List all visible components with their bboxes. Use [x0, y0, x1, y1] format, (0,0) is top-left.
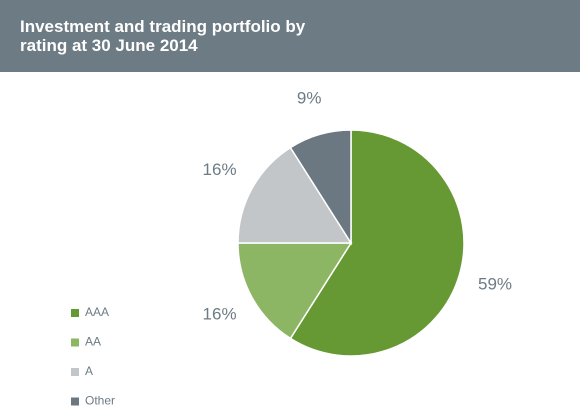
legend-swatch — [71, 368, 79, 376]
legend-label: Other — [85, 394, 115, 407]
data-label: 59% — [478, 274, 512, 293]
legend-label: AAA — [85, 305, 109, 319]
legend-swatch — [71, 309, 79, 317]
legend-swatch — [71, 338, 79, 347]
legend-label: AA — [85, 335, 101, 349]
legend-label: A — [85, 364, 93, 378]
legend-swatch — [71, 397, 79, 406]
data-label: 16% — [203, 305, 237, 324]
data-label: 9% — [297, 88, 322, 107]
pie-slice — [237, 146, 353, 244]
pie-slice — [289, 129, 352, 246]
pie-slice — [289, 129, 465, 357]
chart-title: Investment and trading portfolio by rati… — [20, 17, 306, 55]
header-bar: Investment and trading portfolio by rati… — [0, 0, 580, 72]
data-label: 16% — [203, 160, 237, 179]
pie-slice — [237, 242, 353, 340]
